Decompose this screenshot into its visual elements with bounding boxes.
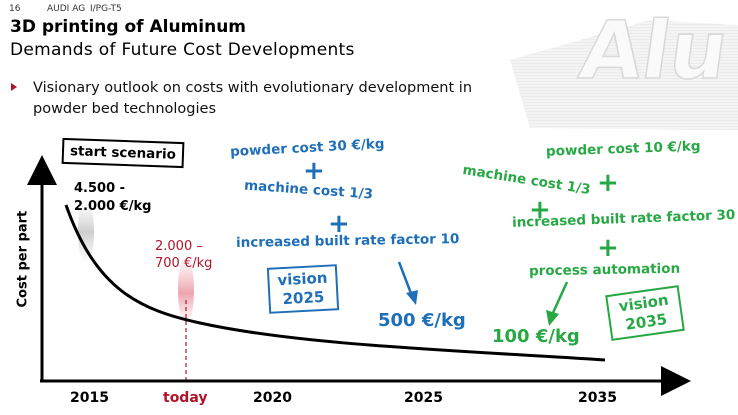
watermark-text: Alu [574,3,733,97]
vision-2035-plus-1: + [597,168,619,198]
vision-2035-condition-automation: process automation [528,260,681,280]
x-tick-2035: 2035 [578,390,617,406]
page-subtitle: Demands of Future Cost Developments [10,40,355,60]
start-value-line1: 4.500 - [74,181,126,196]
cost-curve [64,204,606,362]
company-name: AUDI AG [47,4,86,14]
vision-2025-plus-1: + [303,156,325,186]
x-tick-2015: 2015 [70,390,109,406]
x-tick-2025: 2025 [404,390,443,406]
vision-2025-result: 500 €/kg [378,310,466,331]
vision-2035-plus-3: + [597,233,619,263]
page-title: 3D printing of Aluminum [10,17,247,37]
vision-2025-plus-2: + [328,209,350,239]
vision-2025-box-year: 2025 [282,287,325,309]
department-code: I/PG-T5 [90,4,122,14]
start-value-line2: 2.000 €/kg [74,199,152,214]
start-scenario-box: start scenario [61,137,185,169]
aluminum-print-graphic: Alu [510,3,738,130]
y-axis-label: Cost per part [15,210,31,308]
vision-2035-result: 100 €/kg [492,326,580,347]
today-value-line1: 2.000 – [155,239,203,254]
page-number: 16 [9,4,21,14]
x-tick-2020: 2020 [253,390,292,406]
today-value-line2: 700 €/kg [155,256,213,271]
bullet-text: Visionary outlook on costs with evolutio… [33,80,473,117]
vision-2035-arrowhead [546,310,559,326]
vision-2025-box: vision 2025 [266,264,340,314]
vision-2035-plus-2: + [529,195,551,225]
bullet-marker [11,83,17,91]
start-range-shade [78,200,94,264]
vision-2025-arrowhead [406,290,418,305]
today-range-shade [178,256,194,324]
x-tick-today: today [163,390,208,406]
vision-2025-arrow [397,261,414,297]
vision-2035-arrow [550,281,569,316]
